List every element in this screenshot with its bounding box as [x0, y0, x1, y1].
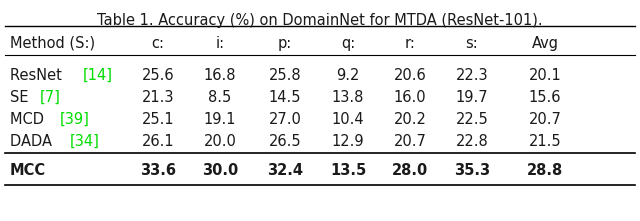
Text: 15.6: 15.6	[529, 90, 561, 105]
Text: 21.3: 21.3	[141, 90, 174, 105]
Text: 35.3: 35.3	[454, 163, 490, 178]
Text: 26.5: 26.5	[269, 134, 301, 149]
Text: 28.8: 28.8	[527, 163, 563, 178]
Text: [39]: [39]	[60, 112, 90, 127]
Text: 20.0: 20.0	[204, 134, 236, 149]
Text: 25.1: 25.1	[141, 112, 174, 127]
Text: 14.5: 14.5	[269, 90, 301, 105]
Text: 19.1: 19.1	[204, 112, 236, 127]
Text: 33.6: 33.6	[140, 163, 176, 178]
Text: 8.5: 8.5	[209, 90, 232, 105]
Text: 16.0: 16.0	[394, 90, 426, 105]
Text: DADA: DADA	[10, 134, 56, 149]
Text: 13.8: 13.8	[332, 90, 364, 105]
Text: 9.2: 9.2	[336, 68, 360, 83]
Text: 20.7: 20.7	[529, 112, 561, 127]
Text: 20.7: 20.7	[394, 134, 426, 149]
Text: 30.0: 30.0	[202, 163, 238, 178]
Text: 19.7: 19.7	[456, 90, 488, 105]
Text: 32.4: 32.4	[267, 163, 303, 178]
Text: 20.1: 20.1	[529, 68, 561, 83]
Text: [14]: [14]	[83, 68, 113, 83]
Text: 20.2: 20.2	[394, 112, 426, 127]
Text: 20.6: 20.6	[394, 68, 426, 83]
Text: p:: p:	[278, 36, 292, 51]
Text: 26.1: 26.1	[141, 134, 174, 149]
Text: Avg: Avg	[531, 36, 559, 51]
Text: q:: q:	[341, 36, 355, 51]
Text: 12.9: 12.9	[332, 134, 364, 149]
Text: 16.8: 16.8	[204, 68, 236, 83]
Text: c:: c:	[152, 36, 164, 51]
Text: r:: r:	[404, 36, 415, 51]
Text: 28.0: 28.0	[392, 163, 428, 178]
Text: [7]: [7]	[40, 90, 61, 105]
Text: MCC: MCC	[10, 163, 46, 178]
Text: 27.0: 27.0	[269, 112, 301, 127]
Text: Method (S:): Method (S:)	[10, 36, 95, 51]
Text: s:: s:	[466, 36, 478, 51]
Text: 21.5: 21.5	[529, 134, 561, 149]
Text: i:: i:	[216, 36, 225, 51]
Text: 22.8: 22.8	[456, 134, 488, 149]
Text: [34]: [34]	[70, 134, 100, 149]
Text: 22.3: 22.3	[456, 68, 488, 83]
Text: Table 1. Accuracy (%) on DomainNet for MTDA (ResNet-101).: Table 1. Accuracy (%) on DomainNet for M…	[97, 13, 543, 28]
Text: ResNet: ResNet	[10, 68, 67, 83]
Text: SE: SE	[10, 90, 33, 105]
Text: 25.8: 25.8	[269, 68, 301, 83]
Text: 10.4: 10.4	[332, 112, 364, 127]
Text: 13.5: 13.5	[330, 163, 366, 178]
Text: 25.6: 25.6	[141, 68, 174, 83]
Text: 22.5: 22.5	[456, 112, 488, 127]
Text: MCD: MCD	[10, 112, 49, 127]
